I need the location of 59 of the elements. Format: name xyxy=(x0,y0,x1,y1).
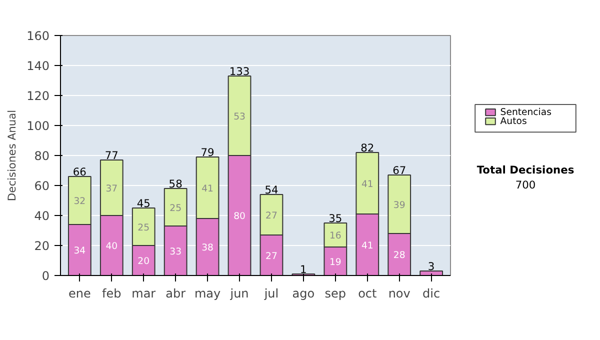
data-label: 25 xyxy=(170,202,182,214)
text: Total Decisiones xyxy=(476,163,574,176)
total-label: 77 xyxy=(104,149,118,162)
data-label: 16 xyxy=(329,230,342,242)
total-label: 79 xyxy=(200,146,215,159)
x-tick-label: oct xyxy=(358,286,377,300)
legend-label: Sentencias xyxy=(500,106,552,118)
total-label: 67 xyxy=(392,164,406,177)
data-label: 25 xyxy=(138,222,150,234)
data-label: 28 xyxy=(393,250,406,261)
data-label: 19 xyxy=(329,256,342,268)
x-tick-label: may xyxy=(194,286,221,300)
data-label: 38 xyxy=(202,242,214,254)
data-label: 32 xyxy=(74,196,86,207)
data-label: 41 xyxy=(361,240,374,252)
x-tick-label: ago xyxy=(292,286,315,300)
data-label: 33 xyxy=(170,246,182,258)
total-label: 82 xyxy=(360,142,374,154)
data-label: 39 xyxy=(393,200,406,211)
data-label: 41 xyxy=(361,178,374,190)
y-tick-label: 40 xyxy=(34,209,50,223)
x-tick-label: nov xyxy=(388,286,410,300)
x-tick-label: jul xyxy=(263,286,279,300)
data-label: 80 xyxy=(234,211,246,222)
total-label: 58 xyxy=(168,178,183,190)
x-tick-label: abr xyxy=(166,286,186,300)
y-tick-label: 0 xyxy=(42,269,50,283)
y-tick-label: 80 xyxy=(34,149,50,163)
total-label: 1 xyxy=(300,263,307,276)
total-label: 45 xyxy=(136,197,150,210)
y-axis-title: Decisiones Anual xyxy=(6,110,19,202)
data-label: 34 xyxy=(74,246,86,256)
data-label: 20 xyxy=(138,256,150,267)
x-tick-label: sep xyxy=(324,286,346,300)
bar xyxy=(420,270,444,276)
y-tick-label: 20 xyxy=(34,239,50,253)
total-label: 3 xyxy=(428,260,435,273)
data-label: 53 xyxy=(234,111,246,122)
total-label: 133 xyxy=(229,65,250,78)
y-tick-label: 160 xyxy=(26,29,50,43)
data-label: 27 xyxy=(266,210,278,222)
text: 700 xyxy=(515,178,536,192)
total-label: 35 xyxy=(328,212,342,225)
y-tick-label: 60 xyxy=(34,179,50,193)
x-tick-label: mar xyxy=(132,286,156,300)
legend-label: Autos xyxy=(500,116,527,127)
y-tick-label: 100 xyxy=(26,119,50,133)
x-tick-label: jun xyxy=(229,286,249,300)
x-tick-label: dic xyxy=(422,286,440,300)
x-tick-label: feb xyxy=(102,286,122,300)
y-tick-label: 120 xyxy=(26,89,50,103)
x-tick-label: ene xyxy=(68,286,91,300)
total-label: 54 xyxy=(264,184,278,196)
data-label: 37 xyxy=(106,183,118,194)
data-label: 41 xyxy=(202,183,214,194)
data-label: 40 xyxy=(106,241,118,252)
data-label: 27 xyxy=(266,250,278,262)
total-label: 66 xyxy=(72,166,87,178)
y-tick-label: 140 xyxy=(26,59,50,73)
